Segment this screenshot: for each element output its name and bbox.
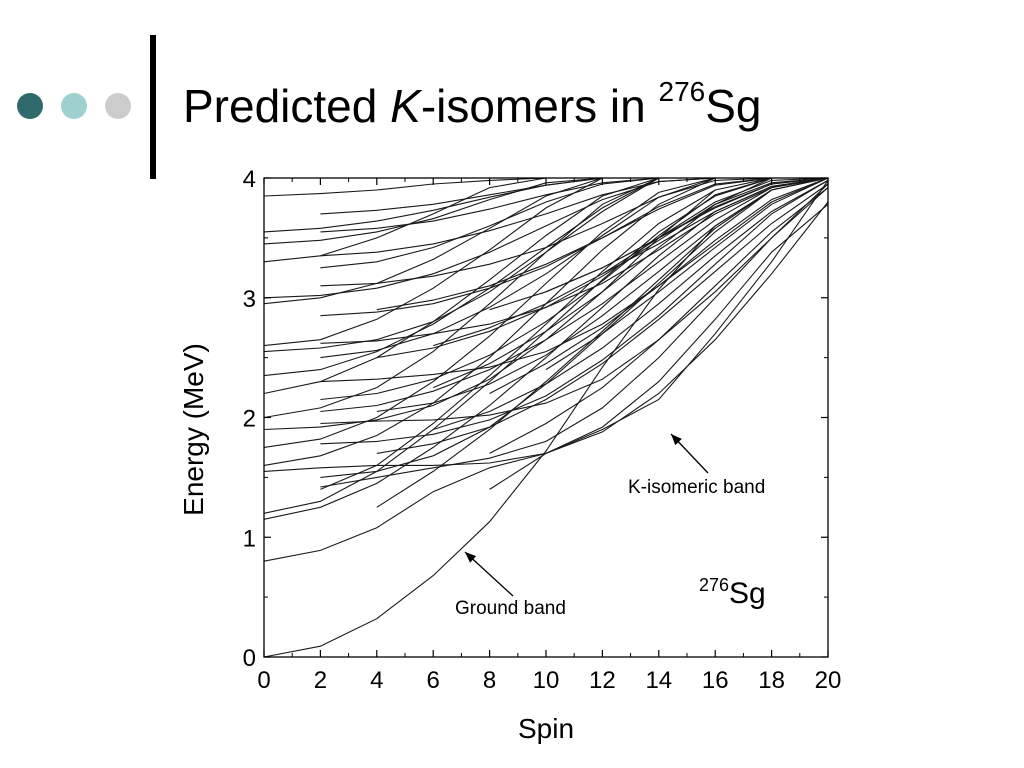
band-curve — [433, 179, 829, 431]
band-curve — [489, 177, 829, 394]
band-curve — [376, 177, 829, 359]
x-tick-label: 8 — [483, 667, 496, 694]
band-curve — [263, 177, 660, 419]
y-tick-label: 0 — [243, 645, 256, 672]
band-curve — [263, 177, 660, 377]
band-curve — [263, 177, 659, 233]
band-curve — [263, 177, 716, 299]
band-curve — [320, 183, 829, 425]
band-curve — [320, 177, 716, 359]
x-tick-label: 18 — [758, 667, 785, 694]
y-axis-ticks: 0 1 2 3 4 — [243, 166, 828, 672]
y-tick-label: 1 — [243, 525, 256, 552]
bullet-dot-gray — [105, 93, 131, 119]
band-curve — [263, 177, 603, 245]
band-curve — [320, 177, 716, 257]
band-curve — [263, 177, 603, 347]
band-curve — [320, 177, 829, 413]
title-italic-k: K — [390, 80, 421, 132]
bullet-dot-teal — [61, 93, 87, 119]
band-curve — [263, 203, 829, 562]
band-curves — [263, 177, 829, 658]
band-curve — [545, 177, 829, 371]
bullet-dot-dark — [17, 93, 43, 119]
nucleus-element: Sg — [729, 577, 766, 610]
band-curve — [545, 177, 829, 293]
title-mid: -isomers in — [420, 80, 659, 132]
x-axis-label: Spin — [518, 713, 574, 744]
band-curve — [320, 177, 829, 383]
x-axis-ticks: 0 2 4 6 8 10 12 14 16 18 20 — [257, 178, 841, 694]
band-curve — [376, 177, 829, 413]
x-tick-label: 12 — [589, 667, 616, 694]
band-curve — [263, 177, 660, 353]
title-divider — [150, 35, 156, 179]
band-curve — [320, 187, 829, 488]
x-tick-label: 10 — [533, 667, 560, 694]
nucleus-label: 276Sg — [699, 575, 766, 610]
x-tick-label: 16 — [702, 667, 729, 694]
band-curve — [320, 177, 772, 401]
x-tick-label: 0 — [257, 667, 270, 694]
arrow-head — [671, 434, 682, 446]
x-tick-label: 6 — [427, 667, 440, 694]
band-curve — [433, 177, 829, 347]
band-curve — [376, 177, 772, 311]
band-curve — [263, 177, 547, 263]
band-curve — [263, 177, 547, 197]
title-mass-number: 276 — [658, 76, 706, 107]
y-tick-label: 4 — [243, 166, 256, 193]
x-tick-label: 2 — [314, 667, 327, 694]
y-tick-label: 3 — [243, 286, 256, 313]
band-curve — [263, 201, 829, 472]
band-curve — [263, 177, 659, 395]
x-tick-label: 20 — [815, 667, 842, 694]
title-prefix: Predicted — [183, 80, 391, 132]
band-curve — [263, 177, 603, 305]
annotations: K-isomeric band Ground band — [455, 433, 765, 619]
arrow-head — [465, 552, 477, 563]
band-curve — [376, 177, 829, 508]
band-curve — [602, 177, 829, 275]
band-curve — [263, 177, 716, 466]
y-tick-label: 2 — [243, 406, 256, 433]
band-curve — [320, 179, 829, 445]
band-curve — [320, 177, 772, 317]
band-curve — [320, 177, 829, 344]
annotation-label: K-isomeric band — [628, 477, 765, 498]
nucleus-mass-number: 276 — [699, 575, 729, 595]
bullet-dots — [17, 93, 133, 121]
band-curve — [489, 187, 829, 454]
band-curve — [320, 177, 772, 287]
band-curve — [263, 177, 829, 520]
band-curve — [320, 177, 772, 490]
slide-title: Predicted K-isomers in 276Sg — [183, 76, 762, 136]
band-curve — [320, 177, 716, 269]
band-curve — [263, 189, 716, 431]
x-tick-label: 4 — [370, 667, 383, 694]
annotation-label: Ground band — [455, 598, 566, 619]
x-tick-label: 14 — [645, 667, 672, 694]
band-curve — [376, 183, 829, 454]
title-element: Sg — [705, 80, 762, 132]
y-axis-label: Energy (MeV) — [178, 343, 209, 516]
